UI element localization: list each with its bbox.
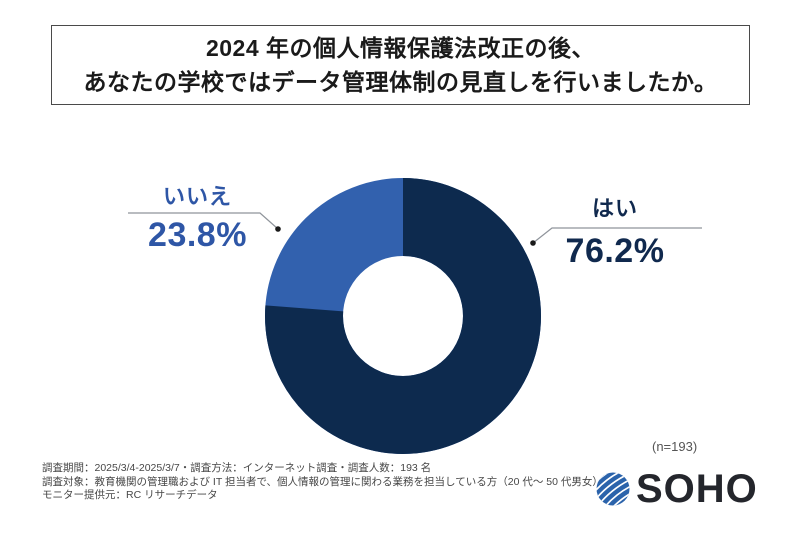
label-yes: はい xyxy=(560,191,670,223)
footer-line-3: モニター提供元：RC リサーチデータ xyxy=(42,489,218,501)
label-yes-value: 76.2% xyxy=(565,232,665,270)
footer-line-2: 調査対象：教育機関の管理職および IT 担当者で、個人情報の管理に関わる業務を担… xyxy=(42,475,603,488)
label-no-percentage: 23.8% xyxy=(125,216,270,255)
label-no: いいえ xyxy=(125,179,270,211)
globe-icon xyxy=(594,470,632,508)
sample-size: (n=193) xyxy=(652,439,698,454)
title-line-2: あなたの学校ではデータ管理体制の見直しを行いましたか。 xyxy=(83,69,718,95)
soho-logo-text: SOHO xyxy=(636,467,758,511)
label-yes-percentage: 76.2% xyxy=(560,232,670,271)
label-no-name: いいえ xyxy=(162,184,232,209)
donut-segment-yes xyxy=(265,178,541,454)
label-no-value: 23.8% xyxy=(148,216,247,254)
soho-logo: SOHO xyxy=(594,467,758,511)
footer-line-1: 調査期間：2025/3/4-2025/3/7・調査方法：インターネット調査・調査… xyxy=(42,462,432,474)
title-line-1: 2024 年の個人情報保護法改正の後、 xyxy=(205,35,596,61)
title-box: 2024 年の個人情報保護法改正の後、 あなたの学校ではデータ管理体制の見直しを… xyxy=(51,25,750,105)
donut-chart xyxy=(265,178,541,454)
label-yes-name: はい xyxy=(591,196,638,221)
survey-notes: 調査期間：2025/3/4-2025/3/7・調査方法：インターネット調査・調査… xyxy=(42,462,603,503)
